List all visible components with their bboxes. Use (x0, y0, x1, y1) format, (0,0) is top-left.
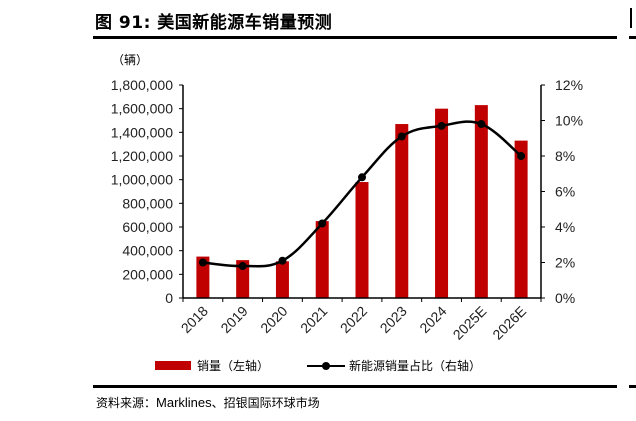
x-tick-label: 2020 (257, 303, 290, 336)
title-rule (93, 36, 617, 39)
source-suffix: 、招银国际环球市场 (211, 396, 320, 410)
left-tick-label: 0 (165, 290, 173, 306)
bar (275, 261, 289, 298)
title-rule-adjacent (629, 36, 636, 39)
left-tick-label: 1,600,000 (111, 101, 173, 117)
right-tick-label: 12% (555, 77, 583, 93)
x-tick-label: 2018 (178, 303, 211, 336)
line-marker (397, 132, 406, 141)
right-tick-label: 10% (555, 113, 583, 129)
figure-title: 图 91: 美国新能源车销量预测 (95, 13, 333, 33)
line-marker (477, 120, 486, 129)
left-axis: 0 200,000 400,000 600,000 800,000 1,000,000 1,… (111, 77, 184, 306)
bar (315, 221, 329, 298)
right-tick-label: 6% (555, 184, 575, 200)
right-tick-label: 2% (555, 255, 575, 271)
right-axis: 0% 2% 4% 6% 8% 10% 12% (540, 77, 583, 306)
source-note: 资料来源：Marklines、招银国际环球市场 (96, 394, 320, 411)
x-tick-label: 2019 (217, 303, 250, 336)
left-tick-label: 1,000,000 (111, 172, 173, 188)
source-rule-adjacent (629, 385, 636, 388)
x-tick-label: 2025E (450, 303, 490, 343)
left-tick-label: 1,400,000 (111, 124, 173, 140)
bar (355, 182, 369, 298)
bar-series (196, 105, 528, 299)
adjacent-figure-fragment (630, 8, 636, 28)
x-tick-label: 2024 (416, 303, 449, 336)
right-tick-label: 4% (555, 219, 575, 235)
line-series (198, 120, 526, 271)
legend-bar-label: 销量（左轴） (197, 359, 270, 373)
right-tick-label: 8% (555, 148, 575, 164)
source-name: Marklines (156, 395, 212, 410)
right-tick-label: 0% (555, 290, 575, 306)
legend-line-swatch (307, 361, 346, 371)
source-rule (93, 385, 617, 388)
left-tick-label: 200,000 (122, 266, 173, 282)
x-tick-label: 2026E (489, 303, 529, 343)
bar (196, 256, 210, 298)
left-tick-label: 1,800,000 (111, 77, 173, 93)
bar (474, 105, 488, 298)
x-tick-label: 2023 (377, 303, 410, 336)
x-tick-label: 2021 (297, 303, 330, 336)
line-marker (517, 152, 526, 160)
x-axis: 2018 2019 2020 2021 2022 2023 2024 2025E 2026E (178, 297, 542, 343)
line-marker (318, 219, 327, 228)
line-marker (278, 256, 287, 265)
left-tick-label: 400,000 (122, 243, 173, 259)
left-tick-label: 800,000 (122, 195, 173, 211)
line-marker (358, 173, 366, 182)
legend: 销量（左轴） 新能源销量占比（右轴） (155, 357, 481, 374)
bar (435, 108, 449, 299)
bar (514, 140, 528, 298)
line-marker (198, 258, 207, 267)
source-prefix: 资料来源： (96, 396, 157, 410)
left-tick-label: 1,200,000 (111, 148, 173, 164)
line-marker (437, 121, 446, 130)
legend-bar-swatch (155, 361, 191, 370)
x-tick-label: 2022 (337, 303, 370, 336)
bar (395, 124, 409, 298)
bar (236, 260, 250, 298)
legend-line-label: 新能源销量占比（右轴） (349, 359, 482, 373)
line-marker (238, 262, 247, 271)
left-tick-label: 600,000 (122, 219, 173, 235)
left-axis-unit-label: （辆） (112, 53, 149, 67)
